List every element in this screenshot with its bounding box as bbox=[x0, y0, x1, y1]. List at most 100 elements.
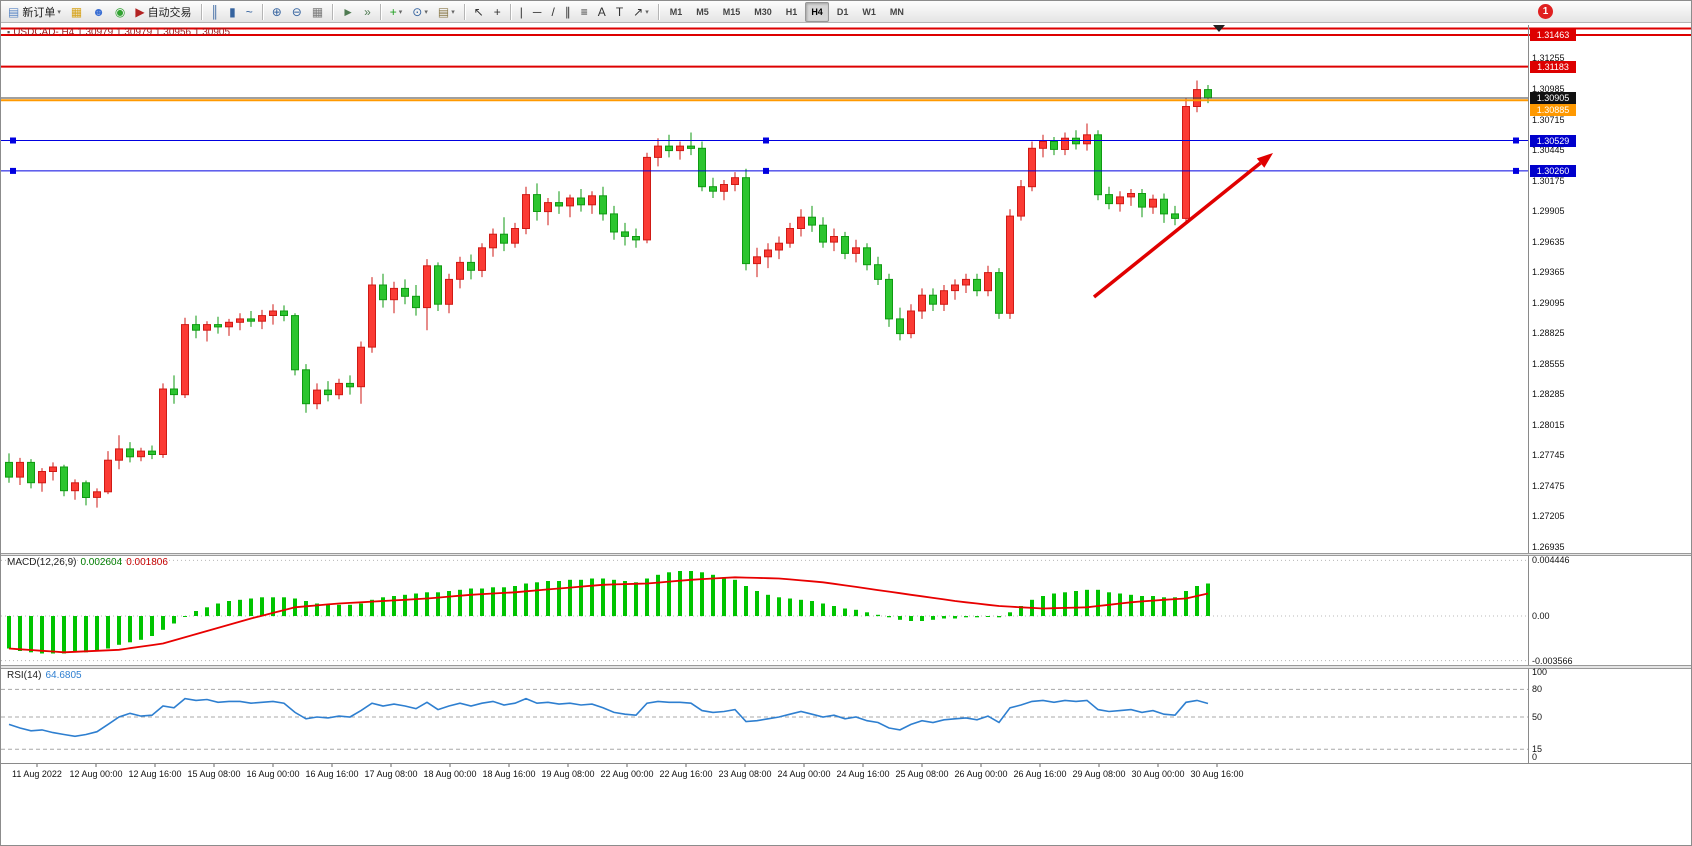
fibonacci-icon: ≡ bbox=[580, 4, 588, 19]
toolbar-separator bbox=[332, 3, 334, 20]
text-button[interactable]: A bbox=[594, 2, 610, 22]
label-icon: T bbox=[615, 4, 624, 19]
rsi-line bbox=[8, 697, 1209, 738]
macd-rsi-splitter[interactable] bbox=[1, 665, 1691, 669]
zoom-out-icon: ⊖ bbox=[291, 4, 302, 19]
symbol-ohlc-text: USDCAD-,H4 1.30979 1.30979 1.30956 1.309… bbox=[13, 27, 231, 38]
price-axis[interactable] bbox=[1529, 25, 1691, 763]
chevron-down-icon[interactable]: ▾ bbox=[645, 8, 649, 16]
rsi-name: RSI(14) bbox=[7, 670, 42, 681]
template-icon: ▤ bbox=[437, 4, 450, 19]
chevron-down-icon[interactable]: ▾ bbox=[57, 8, 61, 16]
toolbar: ▤ 新订单 ▾ ▦ ☻ ◉ ▶ 自动交易 ║ ▮ ~ ⊕ ⊖ ▦ ►» + ▾ ⊙ ▾ ▤ ▾ ↖ + | ─ / ∥ ≡ A T ↗ ▾ M1… bbox=[1, 1, 1691, 23]
open-chart-button[interactable]: ▦ bbox=[67, 2, 86, 22]
rsi-label: RSI(14) 64.6805 bbox=[7, 670, 82, 681]
fibonacci-button[interactable]: ≡ bbox=[577, 2, 592, 22]
vertical-line-icon: | bbox=[519, 4, 523, 19]
timeframe-m5-button[interactable]: M5 bbox=[696, 6, 709, 17]
channel-button[interactable]: ∥ bbox=[561, 2, 575, 22]
arrow-tool-icon: ↗ bbox=[633, 4, 644, 19]
macd-panel[interactable] bbox=[1, 556, 1528, 665]
ohlc-bars-icon: ║ bbox=[210, 4, 220, 19]
cursor-icon: ↖ bbox=[473, 4, 484, 19]
periods-button[interactable]: ⊙ ▾ bbox=[408, 2, 432, 22]
line-handle[interactable] bbox=[10, 137, 16, 144]
line-handle[interactable] bbox=[763, 167, 769, 174]
auto-scroll-icon: ► bbox=[342, 4, 355, 19]
auto-trading-button-label: 自动交易 bbox=[147, 6, 192, 19]
toolbar-separator bbox=[509, 3, 511, 20]
trendline-button[interactable]: / bbox=[547, 2, 558, 22]
crosshair-icon: + bbox=[493, 4, 501, 19]
chart-shift-icon: » bbox=[364, 4, 371, 19]
candlestick-button[interactable]: ▮ bbox=[225, 2, 240, 22]
cursor-button[interactable]: ↖ bbox=[470, 2, 488, 22]
auto-scroll-button[interactable]: ► bbox=[338, 2, 358, 22]
candlestick-icon: ▮ bbox=[229, 4, 236, 19]
profile-icon: ☻ bbox=[92, 4, 105, 19]
timeframe-h4-button[interactable]: H4 bbox=[805, 1, 829, 22]
macd-label: MACD(12,26,9) 0.002604 0.001806 bbox=[7, 557, 168, 568]
timeframe-m30-button[interactable]: M30 bbox=[754, 6, 772, 17]
autotrade-play-icon: ▶ bbox=[135, 4, 145, 19]
toolbar-separator bbox=[463, 3, 465, 20]
rsi-value: 64.6805 bbox=[45, 670, 82, 681]
notification-badge[interactable]: 1 bbox=[1538, 4, 1553, 19]
timeframe-m1-button[interactable]: M1 bbox=[669, 6, 683, 17]
line-handle[interactable] bbox=[10, 167, 16, 174]
new-order-button-label: 新订单 bbox=[22, 6, 56, 19]
toolbar-separator bbox=[379, 3, 381, 20]
trend-arrow[interactable] bbox=[1092, 153, 1273, 299]
clock-icon: ⊙ bbox=[412, 4, 423, 19]
chevron-down-icon[interactable]: ▾ bbox=[398, 8, 403, 16]
main-macd-splitter[interactable] bbox=[1, 553, 1691, 556]
new-order-icon: ▤ bbox=[8, 4, 20, 19]
channel-icon: ∥ bbox=[564, 4, 571, 19]
data-window-button[interactable]: ◉ bbox=[111, 2, 129, 22]
indicators-button[interactable]: + ▾ bbox=[386, 2, 407, 22]
line-chart-button[interactable]: ~ bbox=[242, 2, 257, 22]
line-handle[interactable] bbox=[1513, 167, 1519, 174]
rsi-panel[interactable] bbox=[1, 669, 1528, 763]
toolbar-separator bbox=[657, 3, 659, 20]
chart-shift-button[interactable]: » bbox=[360, 2, 375, 22]
chart-plot-area[interactable] bbox=[1, 25, 1528, 553]
timeframe-w1-button[interactable]: W1 bbox=[862, 6, 876, 17]
line-handle[interactable] bbox=[1513, 137, 1519, 144]
zoom-out-button[interactable]: ⊖ bbox=[288, 2, 306, 22]
zoom-in-button[interactable]: ⊕ bbox=[268, 2, 286, 22]
templates-button[interactable]: ▤ ▾ bbox=[434, 2, 459, 22]
timeframe-mn-button[interactable]: MN bbox=[889, 6, 904, 17]
macd-name: MACD(12,26,9) bbox=[7, 557, 77, 568]
toolbar-separator bbox=[261, 3, 263, 20]
vertical-line-button[interactable]: | bbox=[516, 2, 527, 22]
indicators-plus-icon: + bbox=[389, 4, 397, 19]
crosshair-button[interactable]: + bbox=[490, 2, 505, 22]
arrows-button[interactable]: ↗ ▾ bbox=[629, 2, 653, 22]
label-button[interactable]: T bbox=[612, 2, 627, 22]
trendline-icon: / bbox=[551, 4, 555, 19]
new-order-button[interactable]: ▤ 新订单 ▾ bbox=[4, 2, 65, 22]
timeframe-m15-button[interactable]: M15 bbox=[722, 6, 741, 17]
tile-windows-button[interactable]: ▦ bbox=[308, 2, 327, 22]
data-window-icon: ◉ bbox=[114, 4, 126, 19]
chart-icon: ▪ bbox=[7, 27, 11, 37]
macd-signal-value: 0.001806 bbox=[126, 557, 168, 568]
chevron-down-icon[interactable]: ▾ bbox=[424, 8, 428, 16]
ohlc-bars-button[interactable]: ║ bbox=[207, 2, 224, 22]
rsi-time-splitter bbox=[1, 763, 1691, 764]
symbol-info: ▪ USDCAD-,H4 1.30979 1.30979 1.30956 1.30… bbox=[7, 27, 230, 38]
profiles-button[interactable]: ☻ bbox=[88, 2, 109, 22]
zoom-in-icon: ⊕ bbox=[271, 4, 282, 19]
horizontal-line-button[interactable]: ─ bbox=[529, 2, 546, 22]
timeframe-h1-button[interactable]: H1 bbox=[785, 6, 798, 17]
horizontal-line-icon: ─ bbox=[532, 4, 542, 19]
chevron-down-icon[interactable]: ▾ bbox=[451, 8, 455, 16]
timeframe-d1-button[interactable]: D1 bbox=[836, 6, 849, 17]
time-axis[interactable] bbox=[1, 764, 1691, 784]
text-icon: A bbox=[597, 4, 606, 19]
auto-trading-button[interactable]: ▶ 自动交易 bbox=[131, 2, 195, 22]
line-handle[interactable] bbox=[763, 137, 769, 144]
